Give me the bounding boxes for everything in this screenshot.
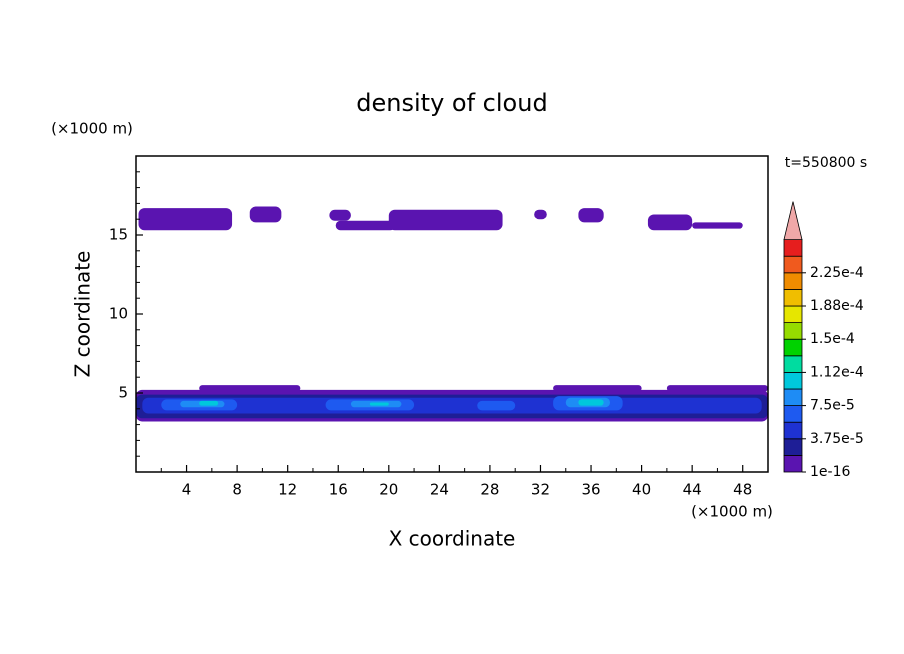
x-tick-label: 24 <box>430 481 449 499</box>
x-tick-label: 32 <box>531 481 550 499</box>
contour-region <box>534 209 547 220</box>
x-tick-label: 48 <box>733 481 752 499</box>
contour-region <box>388 209 503 231</box>
colorbar-tick-label: 1e-16 <box>810 464 850 480</box>
contour-region <box>335 220 396 231</box>
contour-region <box>329 209 351 221</box>
colorbar-band <box>783 438 803 456</box>
y-tick-label: 10 <box>109 305 128 323</box>
contour-region <box>199 400 219 406</box>
colorbar-tick-label: 1.12e-4 <box>810 364 864 380</box>
contour-region <box>249 206 282 223</box>
colorbar-tick-label: 1.5e-4 <box>810 331 855 347</box>
x-tick-label: 40 <box>632 481 651 499</box>
contour-region <box>578 208 604 223</box>
contour-region <box>666 385 768 392</box>
y-axis-title: Z coordinate <box>71 251 95 378</box>
colorbar-tick-label: 7.5e-5 <box>810 398 855 414</box>
y-unit: (×1000 m) <box>51 120 133 138</box>
colorbar-band <box>783 322 803 340</box>
colorbar-band <box>783 288 803 307</box>
x-tick-label: 16 <box>329 481 348 499</box>
time-annotation: t=550800 s <box>785 155 867 171</box>
contour-region <box>477 400 516 411</box>
colorbar-tick-label: 1.88e-4 <box>810 298 864 314</box>
colorbar-band <box>783 338 803 357</box>
colorbar-band <box>783 272 803 290</box>
colorbar-extend <box>783 201 803 240</box>
y-tick-label: 15 <box>109 226 128 244</box>
contour-region <box>578 399 604 406</box>
x-tick-label: 28 <box>480 481 499 499</box>
x-tick-label: 8 <box>232 481 242 499</box>
colorbar-tick-label: 2.25e-4 <box>810 265 864 281</box>
chart-title: density of cloud <box>356 89 547 117</box>
colorbar-band <box>783 454 803 473</box>
colorbar-tick-label: 3.75e-5 <box>810 431 864 447</box>
x-tick-label: 36 <box>581 481 600 499</box>
y-tick-label: 5 <box>118 384 128 402</box>
x-tick-label: 4 <box>182 481 192 499</box>
contour-region <box>138 208 233 231</box>
contour-region <box>647 214 693 231</box>
colorbar-band <box>783 388 803 407</box>
plot-area <box>136 206 768 422</box>
x-tick-label: 12 <box>278 481 297 499</box>
contour-region <box>553 385 642 392</box>
contour-region <box>199 385 301 392</box>
x-tick-label: 20 <box>379 481 398 499</box>
colorbar-band <box>783 239 803 257</box>
colorbar-band <box>783 255 803 274</box>
colorbar-band <box>783 305 803 324</box>
x-tick-label: 44 <box>683 481 702 499</box>
contour-region <box>369 402 389 406</box>
colorbar-band <box>783 405 803 423</box>
x-axis-title: X coordinate <box>389 527 516 551</box>
colorbar-band <box>783 421 803 440</box>
x-unit: (×1000 m) <box>691 503 773 521</box>
plot-frame <box>135 155 769 473</box>
contour-region <box>692 222 743 229</box>
colorbar-band <box>783 371 803 390</box>
colorbar-band <box>783 355 803 373</box>
